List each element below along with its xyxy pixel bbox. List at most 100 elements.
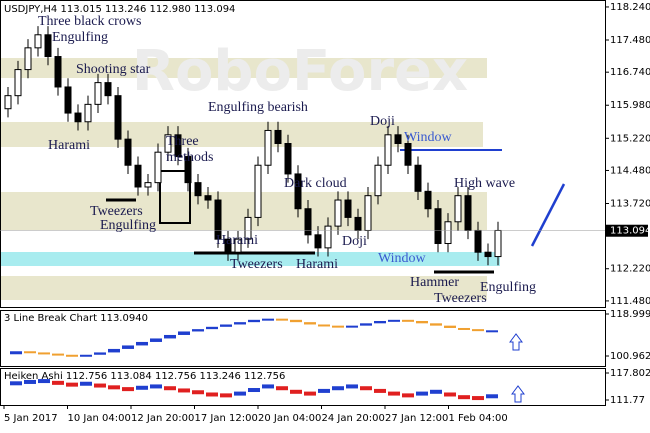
line-break-block xyxy=(122,345,134,349)
candle-body xyxy=(314,234,322,249)
candle-body xyxy=(354,216,362,231)
line-break-block xyxy=(220,324,232,327)
candle-body xyxy=(274,129,282,144)
heiken-ashi-bar xyxy=(122,387,134,392)
annotation: High wave xyxy=(454,176,515,191)
candle-body xyxy=(24,47,32,71)
heiken-ashi-bar xyxy=(430,389,442,394)
line-break-block xyxy=(374,320,386,324)
candle-body xyxy=(444,221,452,245)
annotation: Doji xyxy=(370,114,395,129)
line-break-block xyxy=(388,319,400,322)
annotation: Engulfing xyxy=(480,280,536,295)
heiken-ashi-bar xyxy=(52,380,64,385)
line-break-block xyxy=(472,329,484,332)
current-price-box xyxy=(606,224,648,237)
heiken-ashi-bar xyxy=(318,388,330,393)
chart-title: USDJPY,H4 113.015 113.246 112.980 113.09… xyxy=(4,4,235,15)
annotation: Tweezers xyxy=(90,204,143,219)
heiken-ashi-bar xyxy=(94,383,106,388)
candle-body xyxy=(184,156,192,184)
candle-body xyxy=(124,138,132,166)
candle-body xyxy=(214,199,222,240)
candle-body xyxy=(234,238,242,253)
y-tick-label: 117.480 xyxy=(610,35,650,46)
heiken-ashi-bar xyxy=(402,393,414,398)
line-break-block xyxy=(486,330,498,333)
panel-title: 3 Line Break Chart 113.0940 xyxy=(4,313,148,324)
candle-body xyxy=(334,199,342,227)
heiken-ashi-bar xyxy=(234,391,246,396)
line-break-block xyxy=(150,338,162,342)
x-tick-label: 1 Feb 04:00 xyxy=(449,413,508,424)
candle-body xyxy=(324,225,332,249)
heiken-ashi-bar xyxy=(374,388,386,393)
line-break-block xyxy=(416,320,428,324)
candle-body xyxy=(44,34,52,58)
x-tick-label: 12 Jan 20:00 xyxy=(131,413,194,424)
annotation: Window xyxy=(378,251,427,266)
y-tick-label: 114.480 xyxy=(610,165,650,176)
line-break-block xyxy=(290,319,302,323)
candle-body xyxy=(374,164,382,197)
candle-body xyxy=(254,164,262,218)
y-tick-label: 118.240 xyxy=(610,2,650,13)
candle-body xyxy=(394,134,402,144)
candle-body xyxy=(104,82,112,97)
line-break-block xyxy=(80,354,92,357)
y-tick-label: 115.980 xyxy=(610,100,650,111)
line-break-block xyxy=(248,319,260,323)
candle-body xyxy=(294,173,302,210)
heiken-ashi-bar xyxy=(10,381,22,386)
line-break-block xyxy=(276,318,288,321)
candle-body xyxy=(224,238,232,253)
annotation: Harami xyxy=(48,138,90,153)
heiken-ashi-bar xyxy=(486,394,498,399)
candle-body xyxy=(144,182,152,188)
candle-body xyxy=(484,251,492,258)
candle-body xyxy=(194,182,202,197)
y-tick-label: 111.77 xyxy=(610,395,645,406)
line-break-block xyxy=(136,341,148,346)
heiken-ashi-bar xyxy=(136,385,148,390)
heiken-ashi-bar xyxy=(248,388,260,393)
line-break-block xyxy=(402,319,414,322)
heiken-ashi-bar xyxy=(458,395,470,400)
line-break-block xyxy=(444,325,456,328)
heiken-ashi-bar xyxy=(206,392,218,397)
candle-body xyxy=(84,103,92,123)
heiken-ashi-bar xyxy=(388,391,400,396)
line-break-block xyxy=(458,327,470,330)
line-break-block xyxy=(262,318,274,321)
candle-body xyxy=(464,195,472,231)
zone xyxy=(0,58,487,78)
candle-body xyxy=(14,69,22,97)
panel-frame xyxy=(0,0,606,308)
heiken-ashi-bar xyxy=(38,379,50,384)
watermark: RoboForex xyxy=(132,39,468,104)
annotation: Three xyxy=(166,134,199,149)
candle-body xyxy=(284,142,292,175)
heiken-ashi-bar xyxy=(276,386,288,391)
x-tick-label: 17 Jan 12:00 xyxy=(195,413,258,424)
candle-body xyxy=(494,229,502,258)
annotation: Engulfing xyxy=(100,218,156,233)
line-break-block xyxy=(164,334,176,339)
candle-body xyxy=(204,195,212,201)
candle-body xyxy=(74,112,82,123)
line-break-block xyxy=(304,322,316,325)
heiken-ashi-bar xyxy=(80,381,92,386)
box xyxy=(159,170,191,224)
annotation: Hammer xyxy=(410,275,459,290)
x-tick-label: 5 Jan 2017 xyxy=(4,413,58,424)
line-break-block xyxy=(318,324,330,327)
heiken-ashi-bar xyxy=(444,392,456,397)
candle-body xyxy=(474,229,482,253)
heiken-ashi-bar xyxy=(178,388,190,393)
candle-body xyxy=(174,134,182,158)
heiken-ashi-bar xyxy=(164,386,176,391)
line-break-block xyxy=(10,351,22,355)
line-break-block xyxy=(108,348,120,353)
y-tick-label: 112.220 xyxy=(610,264,650,275)
x-tick-label: 20 Jan 04:00 xyxy=(258,413,321,424)
